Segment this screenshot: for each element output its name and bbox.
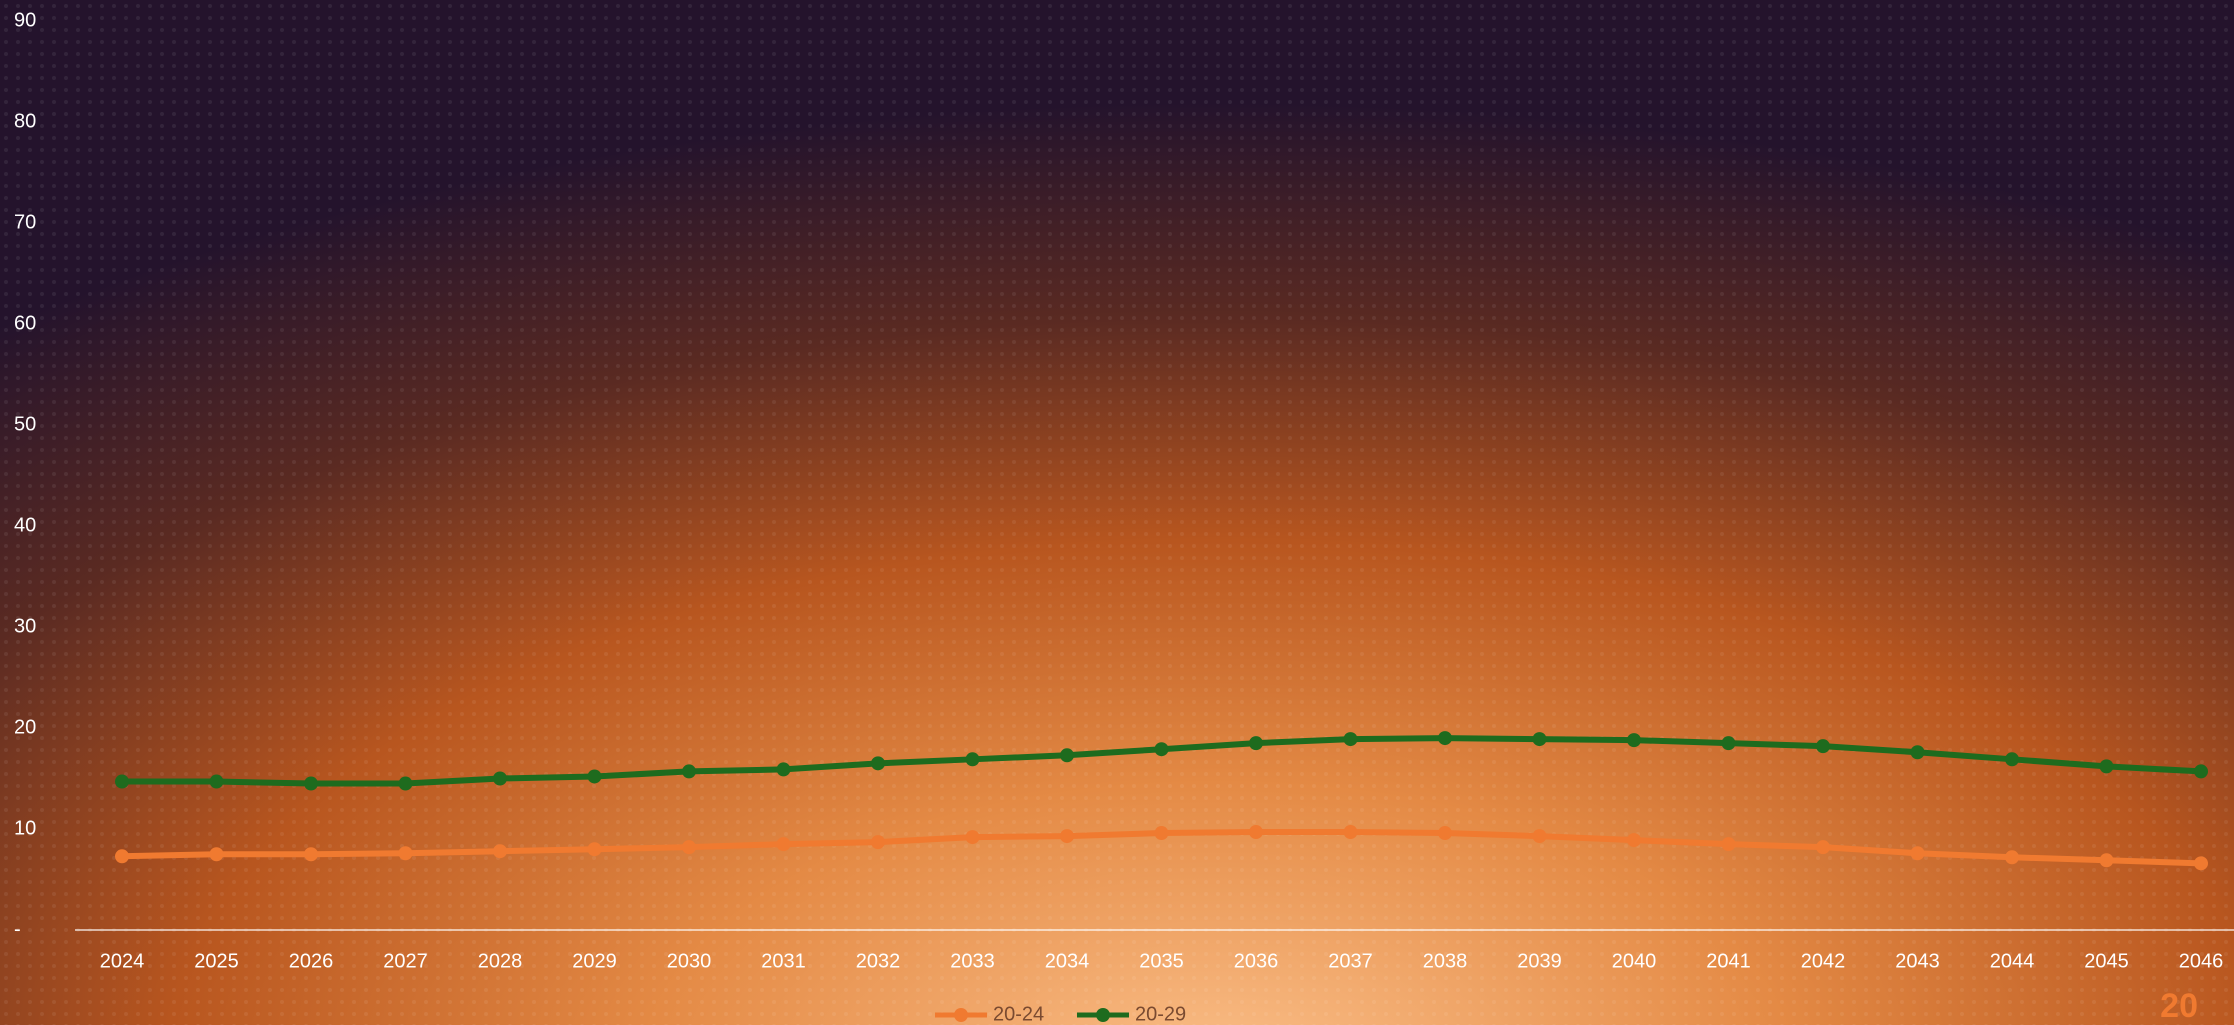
x-tick-label: 2035 [1139,950,1184,972]
data-point [1343,825,1358,840]
data-point [1249,825,1263,840]
data-point [1154,742,1169,757]
legend-label: 20-29 [1135,1003,1186,1025]
legend-marker [954,1008,968,1022]
data-point [776,837,791,852]
x-tick-label: 2043 [1895,950,1940,972]
x-tick-label: 2027 [383,950,428,972]
data-point [1249,736,1263,751]
x-tick-label: 2029 [572,950,617,972]
y-tick-label: 90 [14,9,36,31]
data-point [871,835,885,850]
data-point [304,847,318,862]
data-point [776,762,791,777]
data-point [1532,829,1547,844]
x-tick-label: 2039 [1517,950,1562,972]
data-point [965,830,980,845]
x-tick-label: 2032 [856,950,901,972]
data-point [1910,846,1925,861]
data-point [1532,732,1547,747]
data-point [304,776,318,791]
y-tick-label: 50 [14,413,36,435]
x-tick-label: 2036 [1234,950,1279,972]
data-point [493,844,507,859]
data-point [209,774,224,789]
y-tick-label: - [14,918,21,940]
data-point [2194,856,2208,871]
y-tick-label: 20 [14,716,36,738]
data-point [209,847,224,862]
data-point [2005,850,2019,865]
x-tick-label: 2046 [2179,950,2224,972]
data-point [682,764,696,779]
data-point [871,756,885,771]
data-point [1721,736,1736,751]
y-tick-label: 30 [14,615,36,637]
data-point [2194,764,2208,779]
x-tick-label: 2040 [1612,950,1657,972]
legend-marker [1096,1008,1110,1022]
data-point [115,849,129,864]
data-point [1154,826,1169,841]
data-point [1060,829,1074,844]
data-point [398,776,413,791]
data-point [1438,731,1452,746]
x-tick-label: 2024 [100,950,145,972]
data-point [587,842,602,857]
data-point [115,774,129,789]
y-tick-label: 70 [14,211,36,233]
data-point [1816,739,1830,754]
x-tick-label: 2038 [1423,950,1468,972]
x-tick-label: 2030 [667,950,712,972]
legend-label: 20-24 [993,1003,1044,1025]
data-point [1627,833,1641,848]
data-point [1343,732,1358,747]
x-tick-label: 2025 [194,950,239,972]
x-tick-label: 2042 [1801,950,1846,972]
x-tick-label: 2037 [1328,950,1373,972]
data-point [1721,837,1736,852]
data-point [2099,853,2114,868]
corner-text: 20 [2160,987,2198,1025]
x-tick-label: 2041 [1706,950,1751,972]
y-tick-label: 10 [14,817,36,839]
data-point [1627,733,1641,748]
data-point [682,840,696,855]
data-point [493,771,507,786]
data-point [1910,745,1925,760]
data-point [965,752,980,767]
data-point [2099,759,2114,774]
y-tick-label: 80 [14,110,36,132]
data-point [1816,840,1830,855]
data-point [398,846,413,861]
y-tick-label: 60 [14,312,36,334]
data-point [587,769,602,784]
data-point [1060,748,1074,763]
x-tick-label: 2033 [950,950,995,972]
x-tick-label: 2031 [761,950,806,972]
x-tick-label: 2026 [289,950,334,972]
data-point [1438,826,1452,841]
data-point [2005,752,2019,767]
x-tick-label: 2044 [1990,950,2035,972]
x-tick-label: 2028 [478,950,523,972]
x-tick-label: 2045 [2084,950,2129,972]
y-tick-label: 40 [14,514,36,536]
x-tick-label: 2034 [1045,950,1090,972]
